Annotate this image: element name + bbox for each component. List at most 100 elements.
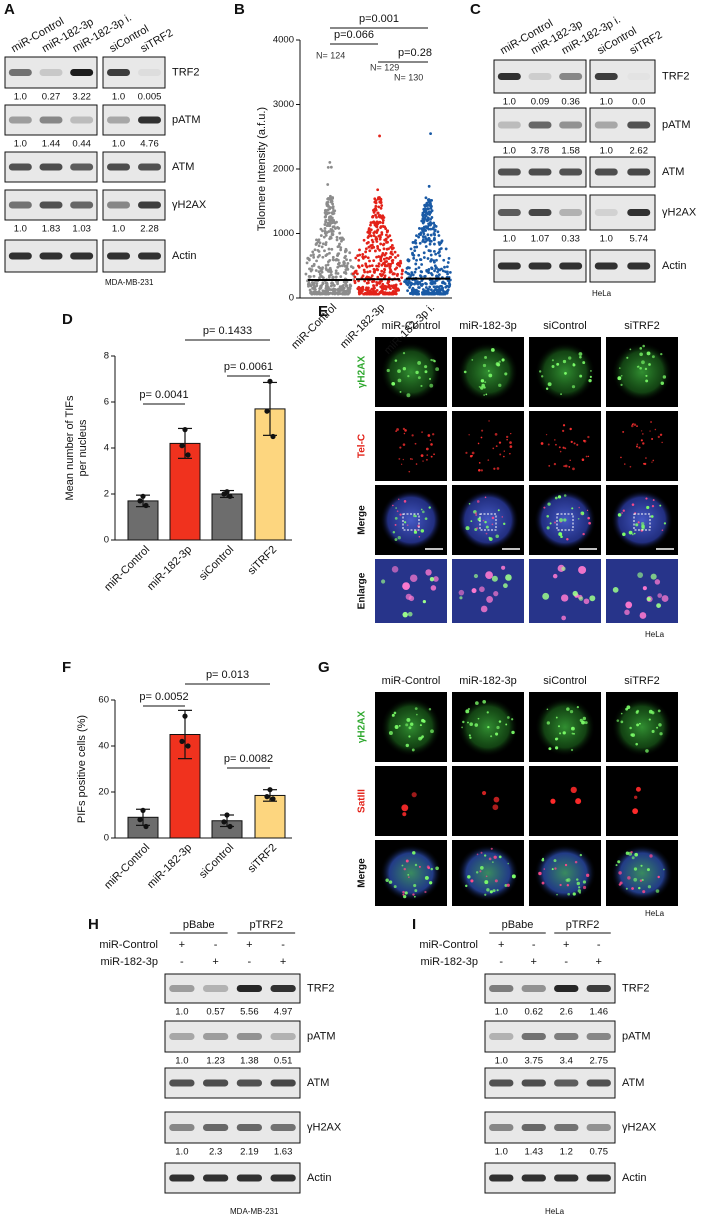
foci [568,465,571,468]
foci [635,786,641,792]
dot-cloud [326,166,330,169]
foci [504,883,508,887]
foci [648,363,651,366]
foci [493,591,499,597]
foci [408,470,411,473]
foci [511,718,514,721]
foci [478,461,481,464]
foci [555,716,558,719]
dot-cloud [371,214,375,218]
foci [587,516,590,520]
column-label: siTRF2 [624,675,659,687]
data-point [264,794,270,800]
foci [629,726,632,730]
row-label: Enlarge [357,572,368,609]
dot-cloud [397,288,401,292]
band [528,209,552,216]
dot-cloud [375,267,379,271]
quantification: 2.28 [140,224,159,235]
band [169,1174,195,1182]
foci [639,722,641,725]
dot-cloud [372,245,376,249]
dot-cloud [322,235,326,239]
foci [631,533,634,536]
foci [480,851,483,854]
foci [408,735,411,738]
dot-cloud [338,285,342,289]
y-axis-label: Mean number of TIFs [64,395,76,500]
foci [488,373,493,378]
dot-cloud [331,276,335,279]
dot-cloud [370,238,374,242]
foci [468,734,471,737]
dot-cloud [438,248,442,251]
foci [476,500,480,503]
foci [510,433,512,435]
dot-cloud [379,226,382,230]
band [586,985,611,992]
dot-cloud [445,265,449,269]
foci [662,375,667,379]
quantification: 1.38 [240,1056,259,1067]
foci [485,393,488,396]
dot-cloud [375,255,378,259]
foci [633,532,636,535]
foci [506,439,508,441]
protein-label: TRF2 [172,66,200,78]
foci [475,701,479,705]
foci [545,387,549,390]
dot-cloud [430,273,434,277]
foci [577,889,582,893]
quantification: 1.07 [531,234,550,245]
foci [584,721,588,725]
data-point [182,713,188,719]
foci [414,707,418,711]
dot-cloud [382,287,386,291]
foci [553,462,557,466]
dot-cloud [380,204,384,207]
band [497,121,521,129]
foci [475,514,478,516]
dot-cloud [380,232,384,236]
dot-cloud [323,231,327,235]
dot-cloud [376,275,380,279]
dot-cloud [375,215,378,219]
foci [657,875,660,879]
foci [561,615,567,621]
foci [555,443,557,446]
foci [568,356,572,360]
dot-cloud [421,217,425,220]
foci [492,447,495,450]
foci [503,522,506,526]
dot-cloud [383,291,387,294]
nucleus [380,844,442,902]
dot-cloud [366,291,370,294]
foci [405,859,409,863]
dot-cloud [329,235,332,239]
dot-cloud [378,134,381,138]
dot-cloud [439,241,443,245]
band [521,1124,546,1131]
dot-cloud [341,292,345,295]
foci [646,351,651,356]
dot-cloud [447,257,451,260]
foci [651,729,655,733]
column-label: miR-Control [382,675,441,687]
data-point [221,819,227,825]
foci [650,421,653,423]
dot-cloud [389,250,393,254]
foci [638,446,641,449]
band [107,69,130,76]
dot-cloud [324,212,328,216]
foci [642,586,647,591]
dot-cloud [444,270,447,274]
foci [620,456,622,459]
foci [427,434,431,437]
foci [656,603,661,609]
zoom-box [479,513,497,531]
foci [420,384,423,388]
foci [562,424,566,427]
dot-cloud [425,204,429,207]
foci [660,381,665,385]
foci [403,432,406,435]
